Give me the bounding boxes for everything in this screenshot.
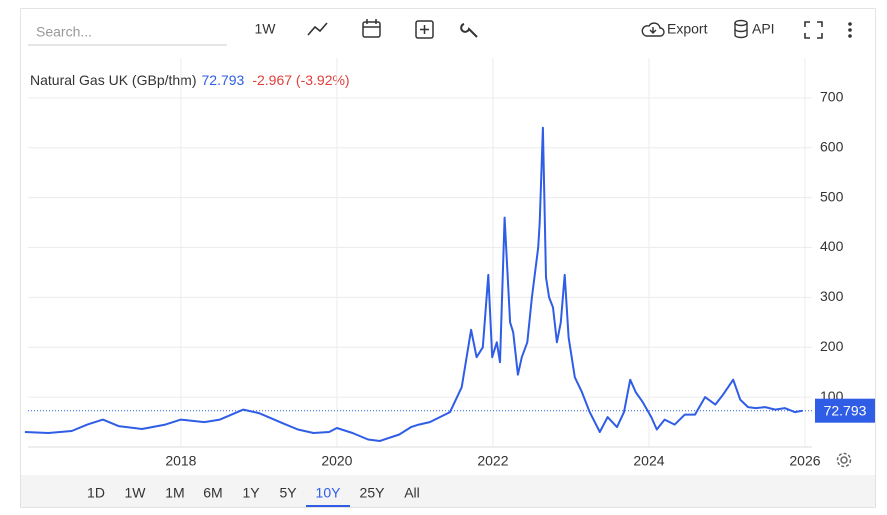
calendar-icon[interactable]	[362, 19, 381, 38]
x-tick-label: 2026	[789, 453, 820, 469]
range-button[interactable]: 1Y	[242, 485, 260, 501]
interval-button[interactable]: 1W	[255, 21, 277, 37]
export-icon[interactable]	[641, 22, 665, 37]
x-tick-label: 2024	[633, 453, 664, 469]
menu-icon[interactable]	[848, 22, 852, 38]
range-button[interactable]: 10Y	[316, 485, 342, 501]
x-tick-label: 2018	[165, 453, 196, 469]
header-last-value: 72.793	[202, 72, 245, 88]
y-tick-label: 600	[820, 138, 844, 154]
export-button[interactable]: Export	[667, 21, 708, 37]
last-value-label: 72.793	[824, 402, 867, 418]
y-tick-label: 200	[820, 338, 844, 354]
x-tick-label: 2022	[477, 453, 508, 469]
last-value-tag	[815, 398, 875, 423]
x-tick-label: 2020	[321, 453, 352, 469]
api-icon[interactable]	[734, 19, 748, 39]
tools-icon[interactable]	[460, 23, 478, 38]
search-box[interactable]: Search...	[36, 24, 92, 40]
y-tick-label: 400	[820, 238, 844, 254]
compare-icon[interactable]	[415, 20, 434, 39]
range-button[interactable]: 1D	[87, 485, 105, 501]
header-change: -2.967 (-3.92%)	[252, 72, 349, 88]
instrument-name: Natural Gas UK (GBp/thm)	[30, 72, 197, 88]
settings-icon[interactable]	[836, 452, 852, 468]
api-button[interactable]: API	[752, 21, 775, 37]
range-button[interactable]: All	[404, 485, 420, 501]
chart-type-icon[interactable]	[307, 22, 328, 36]
range-button[interactable]: 1W	[125, 485, 147, 501]
y-tick-label: 300	[820, 288, 844, 304]
range-button[interactable]: 5Y	[279, 485, 297, 501]
range-button[interactable]: 1M	[165, 485, 184, 501]
range-bar	[21, 475, 875, 507]
range-button[interactable]: 25Y	[360, 485, 386, 501]
chart-title: Natural Gas UK (GBp/thm) 72.793 -2.967 (-3…	[30, 72, 350, 88]
range-button[interactable]: 6M	[203, 485, 222, 501]
y-tick-label: 700	[820, 89, 844, 105]
price-line	[24, 126, 803, 442]
y-tick-label: 500	[820, 188, 844, 204]
fullscreen-icon[interactable]	[804, 21, 823, 39]
